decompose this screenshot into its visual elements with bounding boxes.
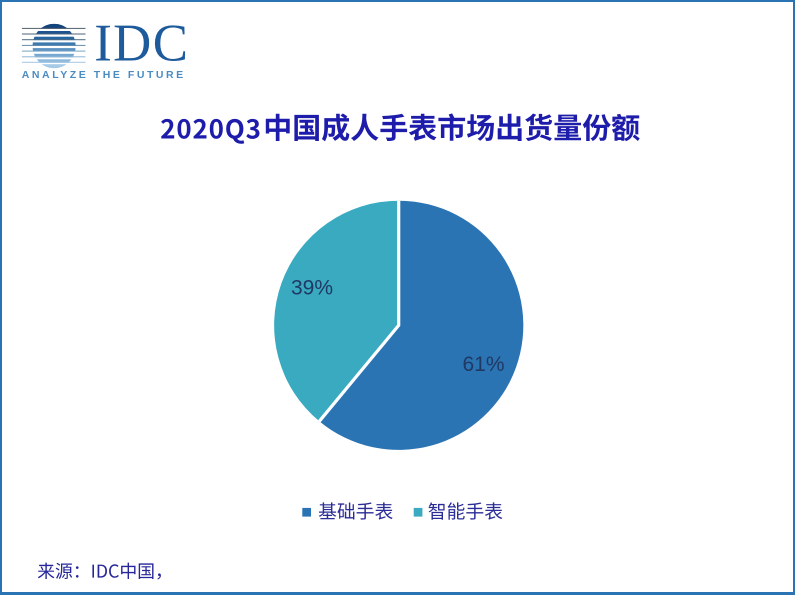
svg-text:IDC: IDC (94, 14, 189, 72)
svg-text:39%: 39% (291, 277, 333, 300)
svg-text:61%: 61% (462, 353, 504, 376)
svg-text:ANALYZE THE FUTURE: ANALYZE THE FUTURE (22, 69, 186, 81)
